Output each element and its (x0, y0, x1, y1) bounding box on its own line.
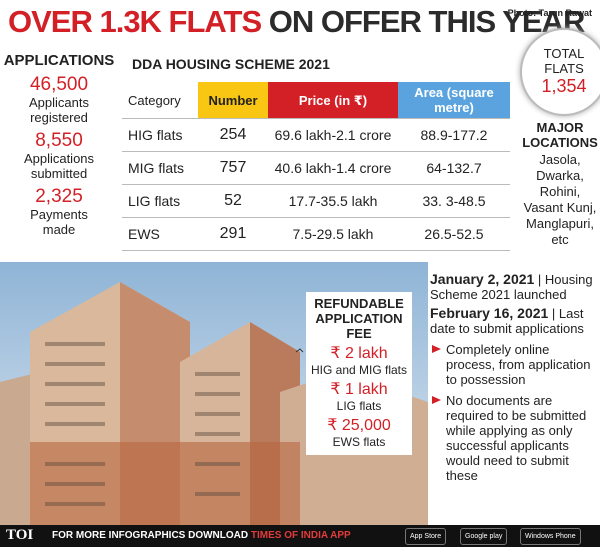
column-header: Area (square metre) (398, 82, 510, 119)
table-title: DDA HOUSING SCHEME 2021 (132, 56, 330, 72)
header-row: Category Number Price (in ₹) Area (square m… (122, 82, 510, 119)
total-value: 1,354 (541, 76, 587, 96)
cell: 291 (198, 217, 268, 251)
footer-text: FOR MORE INFOGRAPHICS DOWNLOAD TIMES OF … (52, 530, 351, 541)
timeline: January 2, 2021 | Housing Scheme 2021 la… (430, 271, 596, 484)
cell: EWS (122, 217, 198, 251)
column-header: Price (in ₹) (268, 82, 398, 119)
fee-label: EWS flats (332, 435, 386, 449)
badge[interactable]: Windows Phone (520, 528, 581, 545)
cell: 17.7-35.5 lakh (268, 184, 398, 218)
fee-amount: ₹ 25,000 (327, 417, 391, 434)
footer-app: TIMES OF INDIA APP (250, 530, 351, 541)
cell: LIG flats (122, 184, 198, 218)
event-text: | Last date to submit applications (430, 306, 584, 336)
stat-value: 46,500 (29, 74, 89, 95)
location: Manglapuri, (526, 216, 594, 231)
fee-label: HIG and MIG flats (310, 363, 408, 377)
cell: 26.5-52.5 (398, 217, 510, 251)
fee-amount: ₹ 1 lakh (330, 381, 388, 398)
event-date: January 2, 2021 (430, 271, 535, 287)
stat-value: 8,550 (35, 130, 83, 151)
title-highlight: OVER 1.3K FLATS (8, 4, 262, 39)
event-date: February 16, 2021 (430, 305, 549, 321)
total-label: TOTAL FLATS (543, 46, 585, 76)
row: LIG flats 52 17.7-35.5 lakh 33. 3-48.5 (122, 184, 510, 218)
cell: HIG flats (122, 118, 198, 152)
bullet: Completely online process, from applicat… (430, 342, 596, 387)
stat-label: Payments made (30, 207, 88, 237)
column-header: Number (198, 82, 268, 119)
heading: REFUNDABLE APPLICATION FEE (314, 296, 404, 341)
cell: 7.5-29.5 lakh (268, 217, 398, 251)
locations: MAJOR LOCATIONS Jasola, Dwarka, Rohini, Vas… (520, 120, 600, 248)
badge[interactable]: Google play (460, 528, 508, 545)
location: Vasant Kunj, (523, 200, 597, 215)
cell: 757 (198, 151, 268, 185)
event: February 16, 2021 | Last date to submit … (430, 305, 596, 337)
fee-amount: ₹ 2 lakh (330, 345, 388, 362)
applications: APPLICATIONS 46,500 Applicants registere… (0, 52, 118, 237)
event: January 2, 2021 | Housing Scheme 2021 la… (430, 271, 596, 303)
title-rest: ON OFFER THIS YEAR (268, 4, 586, 39)
bullet: No documents are required to be submitte… (430, 393, 596, 483)
photo-credit: Photo: Tarun Rawat (507, 8, 592, 18)
location: Dwarka, (536, 168, 584, 183)
stat-label: Applications submitted (23, 151, 95, 181)
location: Jasola, (539, 152, 581, 167)
column-header: Category (122, 82, 198, 119)
badge[interactable]: App Store (405, 528, 447, 545)
heading: APPLICATIONS (3, 52, 115, 69)
row: MIG flats 757 40.6 lakh-1.4 crore 64-132.7 (122, 151, 510, 185)
stat-label: Applicants registered (29, 95, 89, 125)
row: EWS 291 7.5-29.5 lakh 26.5-52.5 (122, 217, 510, 251)
cell: 40.6 lakh-1.4 crore (268, 151, 398, 185)
stat-value: 2,325 (35, 186, 83, 207)
fee-label: LIG flats (336, 399, 382, 413)
fee-box: REFUNDABLE APPLICATION FEE ₹ 2 lakh HIG a… (306, 292, 412, 455)
footer-cta: FOR MORE INFOGRAPHICS DOWNLOAD (52, 530, 249, 541)
cell: 33. 3-48.5 (398, 184, 510, 218)
table: Category Number Price (in ₹) Area (square m… (122, 82, 510, 251)
cell: 88.9-177.2 (398, 118, 510, 152)
row: HIG flats 254 69.6 lakh-2.1 crore 88.9-177.… (122, 118, 510, 152)
title: OVER 1.3K FLATS ON OFFER THIS YEAR (8, 4, 586, 40)
heading: MAJOR LOCATIONS (522, 120, 598, 150)
cell: MIG flats (122, 151, 198, 185)
cell: 254 (198, 118, 268, 152)
cell: 64-132.7 (398, 151, 510, 185)
location: Rohini, (539, 184, 581, 199)
footer: TOI FOR MORE INFOGRAPHICS DOWNLOAD TIMES… (0, 525, 600, 547)
logo: TOI (6, 527, 34, 543)
total-circle: TOTAL FLATS 1,354 (520, 28, 600, 116)
event-text: | Housing Scheme 2021 launched (430, 272, 593, 302)
location: etc (551, 232, 569, 247)
cell: 69.6 lakh-2.1 crore (268, 118, 398, 152)
cell: 52 (198, 184, 268, 218)
